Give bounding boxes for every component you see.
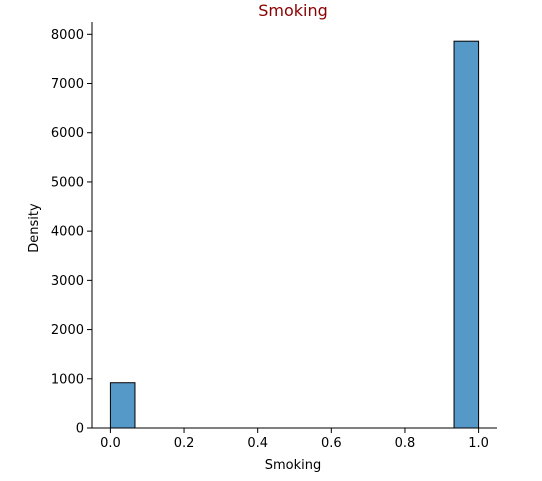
y-tick-label: 8000 bbox=[51, 28, 84, 43]
histogram-bar-0 bbox=[109, 382, 136, 429]
y-tick-label: 3000 bbox=[51, 274, 84, 289]
y-axis-label: Density bbox=[27, 203, 42, 253]
x-tick-label: 1.0 bbox=[468, 436, 489, 451]
x-tick-label: 0.0 bbox=[100, 436, 121, 451]
x-ticks-group: 0.0 0.2 0.4 0.6 0.8 1.0 bbox=[100, 428, 489, 451]
x-tick-label: 0.4 bbox=[247, 436, 268, 451]
chart-title: Smoking bbox=[258, 1, 328, 20]
x-tick-label: 0.6 bbox=[321, 436, 342, 451]
y-tick-label: 1000 bbox=[51, 372, 84, 387]
x-axis-label: Smoking bbox=[265, 458, 322, 473]
y-tick-label: 6000 bbox=[51, 126, 84, 141]
x-tick-label: 0.8 bbox=[395, 436, 416, 451]
bars-group bbox=[109, 40, 480, 429]
y-tick-label: 7000 bbox=[51, 77, 84, 92]
y-tick-label: 0 bbox=[76, 422, 84, 437]
y-ticks-group: 0 1000 2000 3000 4000 5000 6000 7000 8000 bbox=[51, 28, 92, 437]
y-tick-label: 4000 bbox=[51, 225, 84, 240]
x-tick-label: 0.2 bbox=[174, 436, 195, 451]
histogram-bar-1 bbox=[453, 40, 480, 429]
y-tick-label: 2000 bbox=[51, 323, 84, 338]
y-tick-label: 5000 bbox=[51, 175, 84, 190]
